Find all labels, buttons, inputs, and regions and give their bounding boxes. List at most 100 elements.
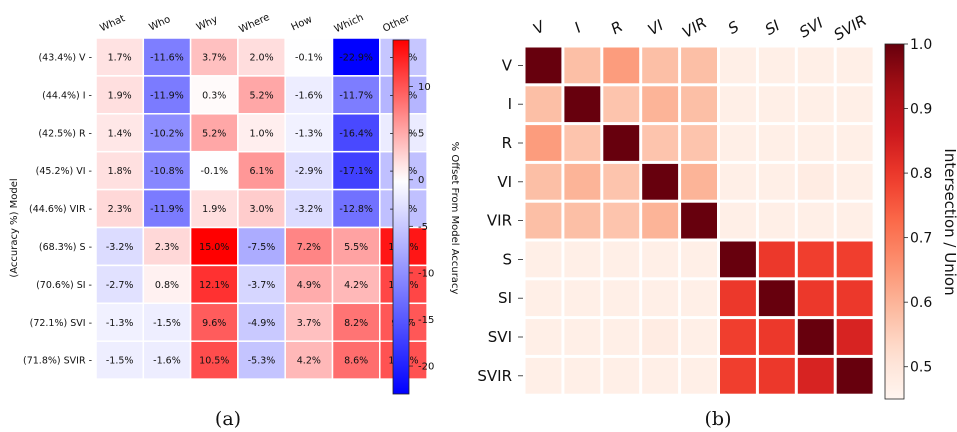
heatmap-a-cell-label: -11.7% [339, 90, 373, 101]
heatmap-a-cell [95, 37, 145, 77]
heatmap-a-colorbar-tick-label: 0 [418, 175, 424, 186]
heatmap-b-cell [642, 163, 679, 200]
heatmap-b-colorbar [884, 43, 905, 400]
heatmap-a-row-label: (72.1%) SVI - [30, 318, 92, 329]
heatmap-a-colorbar-ticks: 10 5 0 -5 -10 -15 -20 [409, 82, 434, 373]
heatmap-b-cell [758, 241, 795, 278]
heatmap-b-cell [836, 280, 873, 317]
heatmap-a-cell [189, 340, 239, 380]
caption-b: (b) [705, 408, 732, 430]
heatmap-a-cell-label: -10.2% [150, 128, 184, 139]
heatmap-b-cell [720, 241, 756, 278]
heatmap-a-cell [142, 302, 192, 342]
heatmap-a-cell-label: -11.9% [150, 204, 184, 215]
heatmap-b-cell [525, 357, 562, 394]
heatmap-a-cell [237, 302, 286, 342]
heatmap-b-cell [603, 86, 640, 123]
heatmap-a-cell [237, 340, 286, 380]
heatmap-b-column-label: VI [645, 16, 667, 39]
heatmap-a-row-label: (45.2%) VI - [36, 166, 92, 177]
heatmap-a-cell [95, 75, 145, 115]
heatmap-b-colorbar-tick-label: 0.5 [910, 360, 932, 376]
heatmap-a-cell-label: -1.3% [295, 128, 323, 139]
heatmap-b-cell [564, 47, 601, 84]
heatmap-b-cell [525, 280, 562, 317]
heatmap-b-cell [720, 125, 756, 161]
heatmap-a-row-label: (44.6%) VIR - [29, 204, 92, 215]
heatmap-b-cell [797, 241, 834, 278]
heatmap-a-cell-label: 1.4% [108, 128, 132, 139]
heatmap-a-row-label: (44.4%) I - [42, 90, 92, 101]
heatmap-b-cell [525, 163, 562, 200]
heatmap-b-cell [642, 86, 679, 123]
heatmap-b-cell [564, 125, 601, 161]
heatmap-a-cell-label: 8.2% [344, 318, 368, 329]
heatmap-b-cell [720, 319, 756, 355]
heatmap-b-cell [603, 241, 640, 278]
heatmap-a-cell-label: 3.0% [249, 204, 273, 215]
heatmap-a-cell-label: 4.2% [297, 356, 321, 367]
heatmap-b-cell [797, 47, 834, 84]
heatmap-b-cell [681, 202, 717, 239]
heatmap-a-ylabel: (Accuracy %) Model [9, 178, 20, 277]
heatmap-b-cell [564, 163, 601, 200]
heatmap-a-cell [189, 75, 239, 115]
heatmap-b-cell [681, 241, 717, 278]
heatmap-b-cell [642, 280, 679, 317]
heatmap-b-cell [603, 125, 640, 161]
heatmap-b-cell [564, 357, 601, 394]
heatmap-a-colorbar-tick-label: -5 [418, 222, 428, 233]
heatmap-b-row-label: SI [498, 289, 512, 307]
heatmap-b-cell [642, 241, 679, 278]
heatmap-a-cell-label: -1.6% [295, 90, 323, 101]
heatmap-b-cell [681, 357, 717, 394]
heatmap-a-cell-label: 1.9% [202, 204, 226, 215]
heatmap-a-column-label: How [290, 14, 314, 33]
heatmap-b-cell [836, 86, 873, 123]
heatmap-b-column-label: SI [762, 16, 784, 39]
heatmap-a-row-label: (68.3%) S - [39, 242, 92, 253]
caption-a: (a) [215, 408, 241, 430]
heatmap-b-cell [525, 319, 562, 355]
heatmap-b-column-label: V [530, 16, 549, 38]
heatmap-b-column-label: SVIR [831, 11, 870, 44]
heatmap-b-cell [603, 202, 640, 239]
heatmap-b-cell [525, 47, 562, 84]
heatmap-b-cell [603, 357, 640, 394]
heatmap-a-cell-label: 5.2% [249, 90, 273, 101]
heatmap-b-cell [681, 319, 717, 355]
heatmap-b-cell [797, 357, 834, 394]
heatmap-b-cell [720, 47, 756, 84]
heatmap-b-cell [642, 47, 679, 84]
heatmap-b-cell [797, 280, 834, 317]
heatmap-b-cell [603, 280, 640, 317]
heatmap-a-colorbar-label: % Offset From Model Accuracy [449, 142, 460, 295]
heatmap-b-cell [564, 241, 601, 278]
heatmap-b-cell [525, 241, 562, 278]
heatmap-a-cell [331, 340, 381, 380]
heatmap-a-cell [331, 264, 381, 305]
heatmap-a-cell [95, 302, 145, 342]
heatmap-b-colorbar-tick-label: 1.0 [910, 37, 932, 53]
heatmap-a-cell-label: 0.3% [202, 90, 226, 101]
heatmap-b-cell [603, 319, 640, 355]
heatmap-a-cell-label: 4.2% [344, 280, 368, 291]
heatmap-a-cell-label: -3.7% [248, 280, 276, 291]
heatmap-a-cell-label: -2.7% [106, 280, 134, 291]
heatmap-b-column-label: I [571, 18, 584, 36]
heatmap-b-cell [525, 125, 562, 161]
heatmap-a-cell-label: -5.3% [248, 356, 276, 367]
heatmap-b-cell [564, 280, 601, 317]
heatmap-a-cell-label: -2.9% [295, 166, 323, 177]
heatmap-b-cell [797, 202, 834, 239]
heatmap-a-cell-label: -0.1% [295, 52, 323, 63]
heatmap-b-row-label: VI [497, 173, 512, 191]
heatmap-b-colorbar-tick-label: 0.7 [910, 231, 932, 247]
heatmap-a-cell-label: 7.2% [297, 242, 321, 253]
heatmap-a-column-label: Who [147, 14, 172, 33]
heatmap-a-cell-label: -3.2% [295, 204, 323, 215]
heatmap-a-row-labels: (43.4%) V - (44.4%) I - (42.5%) R - (45.2%)… [23, 52, 92, 366]
heatmap-a-cell-label: 0.8% [155, 280, 179, 291]
heatmap-a-cell [331, 150, 381, 191]
heatmap-a-cell-label: 1.0% [249, 128, 273, 139]
